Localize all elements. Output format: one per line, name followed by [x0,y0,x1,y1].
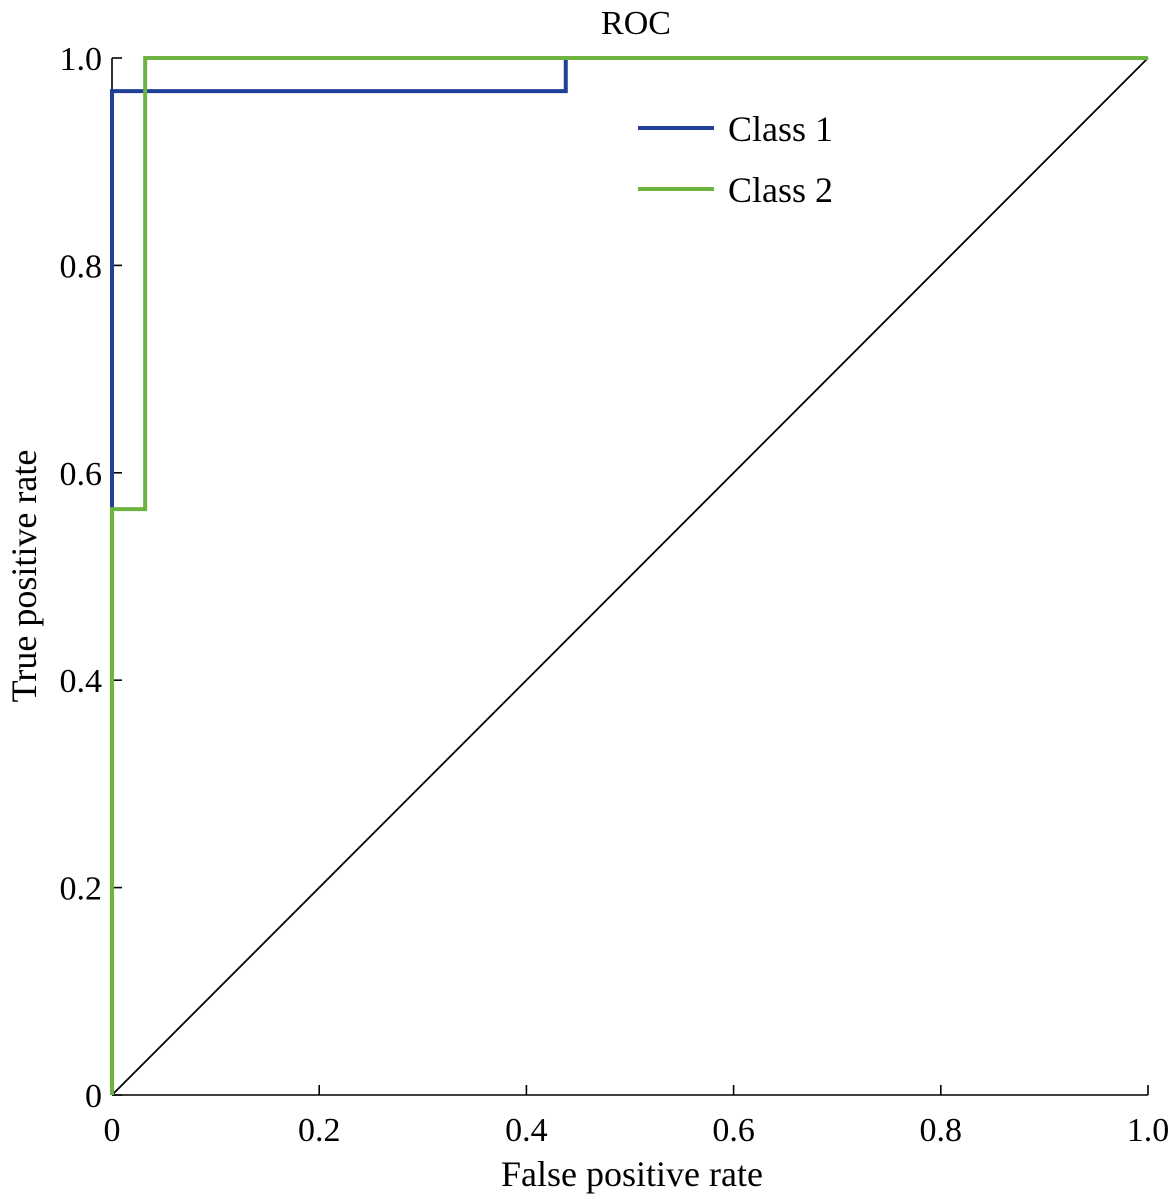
reference-diagonal-line [111,57,1149,1096]
x-tick-label: 0.2 [298,1112,341,1149]
y-tick-label: 0.8 [60,248,103,285]
x-tick-label: 0.8 [920,1112,963,1149]
y-tick-label: 1.0 [60,41,103,78]
legend-label-class-1: Class 1 [728,109,833,149]
x-ticks: 0 0.2 0.4 0.6 0.8 1.0 [104,1085,1170,1149]
x-tick-label: 0.4 [505,1112,548,1149]
y-tick-label: 0.4 [60,663,103,700]
y-tick-label: 0.6 [60,456,103,493]
x-tick-label: 1.0 [1127,1112,1170,1149]
y-tick-label: 0 [85,1078,102,1115]
series-line-class-2 [110,56,1148,1095]
y-tick-label: 0.2 [60,871,103,908]
chart-title: ROC [601,5,671,42]
legend-label-class-2: Class 2 [728,170,833,210]
x-tick-label: 0.6 [712,1112,755,1149]
x-tick-label: 0 [104,1112,121,1149]
y-ticks: 0 0.2 0.4 0.6 0.8 1.0 [60,41,122,1115]
legend: Class 1 Class 2 [638,109,833,210]
series-layer [110,56,1149,1096]
x-axis-label: False positive rate [501,1154,763,1194]
y-axis-label: True positive rate [4,450,44,703]
